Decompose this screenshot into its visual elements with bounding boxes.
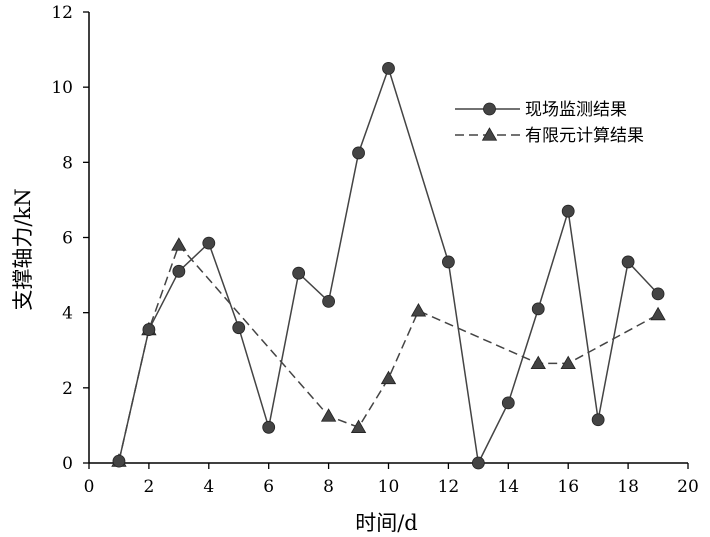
x-axis-title: 时间/d bbox=[355, 511, 418, 535]
y-tick-label: 4 bbox=[62, 304, 73, 324]
y-tick-label: 12 bbox=[51, 3, 73, 23]
data-point-circle bbox=[441, 255, 455, 269]
y-tick-label: 10 bbox=[51, 78, 73, 98]
y-tick-label: 6 bbox=[62, 229, 73, 249]
x-tick-label: 2 bbox=[143, 477, 154, 497]
x-tick-label: 18 bbox=[617, 477, 639, 497]
data-point-circle bbox=[561, 204, 575, 218]
data-point-triangle bbox=[481, 127, 498, 141]
data-point-triangle bbox=[410, 302, 427, 317]
y-axis-title: 支撑轴力/kN bbox=[11, 188, 35, 310]
x-tick-label: 8 bbox=[323, 477, 334, 497]
data-point-circle bbox=[292, 266, 306, 280]
legend-label: 有限元计算结果 bbox=[525, 126, 644, 146]
x-tick-label: 10 bbox=[378, 477, 400, 497]
data-point-circle bbox=[621, 255, 635, 269]
data-point-circle bbox=[651, 287, 665, 301]
data-point-circle bbox=[322, 294, 336, 308]
data-point-circle bbox=[591, 413, 605, 427]
data-point-circle bbox=[352, 146, 365, 160]
data-point-triangle bbox=[171, 237, 187, 251]
data-point-triangle bbox=[560, 355, 576, 370]
data-point-triangle bbox=[350, 419, 367, 433]
x-tick-label: 16 bbox=[557, 477, 579, 497]
x-tick-label: 0 bbox=[84, 477, 95, 497]
series-line bbox=[118, 243, 659, 462]
y-tick-label: 0 bbox=[62, 454, 73, 474]
data-point-triangle bbox=[380, 370, 397, 385]
data-point-triangle bbox=[320, 408, 337, 422]
y-tick-label: 8 bbox=[62, 153, 73, 173]
data-point-circle bbox=[142, 323, 156, 336]
data-point-circle bbox=[501, 396, 515, 410]
x-tick-label: 14 bbox=[497, 477, 519, 497]
data-point-circle bbox=[232, 321, 246, 335]
data-point-circle bbox=[382, 61, 395, 75]
series-line bbox=[118, 65, 659, 466]
x-tick-label: 4 bbox=[203, 477, 214, 497]
x-tick-label: 12 bbox=[438, 477, 460, 497]
series-monitoring bbox=[112, 61, 665, 470]
data-point-circle bbox=[483, 102, 496, 116]
data-point-circle bbox=[172, 264, 186, 278]
y-axis-ticks: 0 2 4 6 8 10 12 bbox=[51, 3, 89, 474]
series-fem bbox=[111, 237, 666, 467]
data-point-triangle bbox=[650, 306, 666, 321]
data-point-circle bbox=[262, 420, 276, 434]
y-tick-label: 2 bbox=[62, 379, 73, 399]
data-point-circle bbox=[471, 456, 485, 470]
series-layer bbox=[111, 61, 666, 470]
x-tick-label: 20 bbox=[677, 477, 699, 497]
x-tick-label: 6 bbox=[263, 477, 274, 497]
data-point-circle bbox=[202, 236, 216, 250]
legend-label: 现场监测结果 bbox=[525, 100, 627, 120]
x-axis-ticks: 0 2 4 6 8 10 12 14 16 18 20 bbox=[84, 463, 699, 497]
data-point-triangle bbox=[530, 355, 546, 370]
data-point-circle bbox=[112, 454, 126, 468]
data-point-circle bbox=[531, 302, 545, 316]
